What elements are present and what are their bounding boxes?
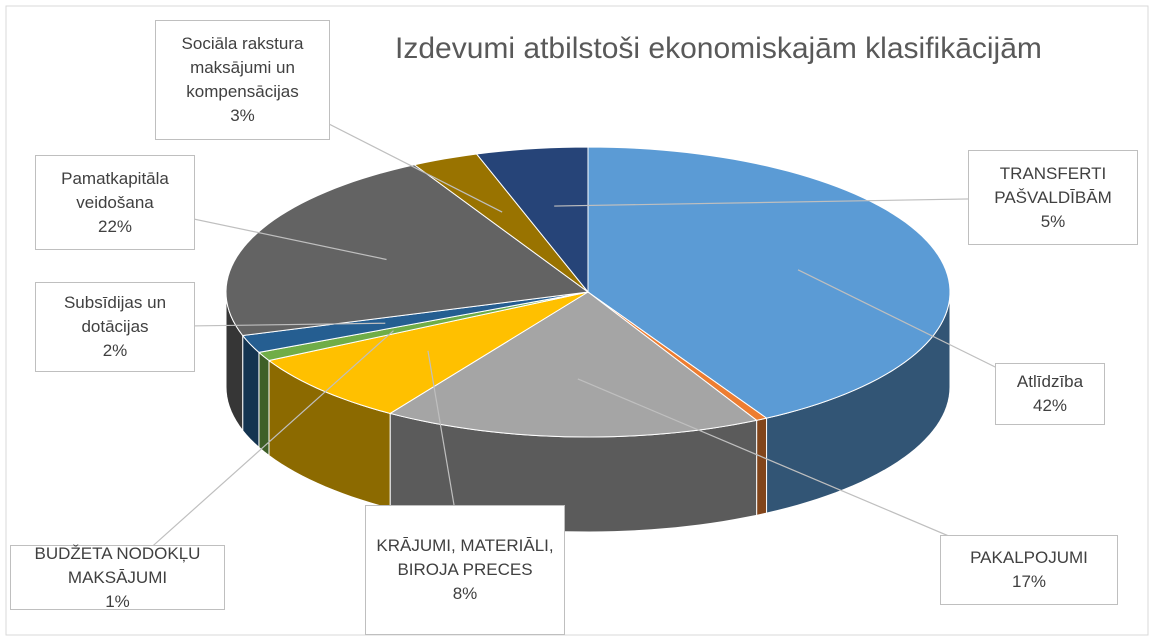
category-label: PAKALPOJUMI: [970, 548, 1088, 567]
category-label: Sociāla rakstura maksājumi un kompensāci…: [181, 34, 304, 101]
pie-slice-side: [258, 351, 270, 457]
category-label: Pamatkapitāla veidošana: [61, 168, 169, 212]
leader-line: [117, 330, 394, 578]
value-label: 1%: [105, 591, 130, 611]
pie-slice: [413, 153, 589, 293]
data-label: Subsīdijas un dotācijas 2%: [35, 282, 195, 372]
value-label: 5%: [1040, 211, 1066, 231]
category-label: BUDŽETA NODOKĻU MAKSĀJUMI: [34, 543, 201, 587]
chart-border: [5, 5, 1149, 636]
data-label: Pamatkapitāla veidošana 22%: [35, 155, 195, 250]
pie-slice-side: [242, 334, 260, 449]
data-label: BUDŽETA NODOKĻU MAKSĀJUMI 1%: [10, 543, 225, 611]
value-label: 2%: [102, 341, 128, 360]
data-label: Atlīdzība 42%: [995, 363, 1105, 425]
data-label: KRĀJUMI, MATERIĀLI, BIROJA PRECES 8%: [365, 505, 565, 635]
pie-slice: [587, 146, 951, 419]
category-label: Subsīdijas un dotācijas: [63, 293, 167, 336]
pie-slice: [225, 164, 590, 337]
category-label: KRĀJUMI, MATERIĀLI, BIROJA PRECES: [376, 536, 554, 579]
pie-slice: [475, 146, 589, 294]
data-label: PAKALPOJUMI 17%: [940, 535, 1118, 605]
value-label: 8%: [452, 584, 478, 603]
category-label: TRANSFERTI PAŠVALDĪBĀM: [994, 163, 1112, 207]
data-label: TRANSFERTI PAŠVALDĪBĀM 5%: [968, 150, 1138, 245]
chart-title: Izdevumi atbilstoši ekonomiskajām klasif…: [395, 32, 1042, 65]
data-label: Sociāla rakstura maksājumi un kompensāci…: [155, 20, 330, 140]
value-label: 3%: [230, 106, 255, 125]
value-label: 17%: [1011, 572, 1047, 591]
pie-tops: [225, 146, 951, 438]
category-label: Atlīdzība: [1016, 372, 1084, 391]
pie-slice: [388, 291, 758, 438]
value-label: 22%: [97, 216, 133, 236]
value-label: 42%: [1032, 396, 1068, 415]
pie-slice-side: [756, 417, 768, 516]
